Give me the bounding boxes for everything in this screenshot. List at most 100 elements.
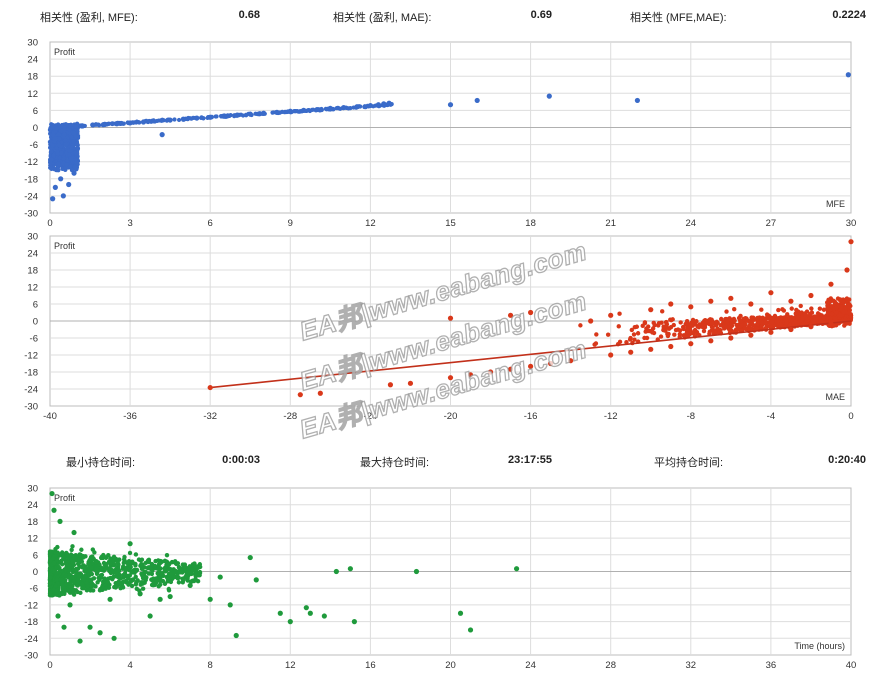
scatter-point (74, 167, 79, 172)
scatter-point (838, 304, 844, 310)
scatter-point (217, 574, 223, 580)
x-tick-label: -12 (604, 411, 618, 422)
scatter-point (56, 142, 62, 148)
scatter-point (48, 558, 53, 564)
scatter-point (58, 558, 64, 564)
x-axis-title: MAE (825, 392, 845, 402)
scatter-point (688, 341, 694, 347)
scatter-point (829, 304, 834, 309)
scatter-point (48, 165, 53, 170)
scatter-point (157, 568, 162, 574)
scatter-point (833, 316, 838, 321)
x-axis-title: Time (hours) (794, 641, 845, 651)
x-tick-label: 12 (285, 660, 296, 671)
scatter-point (93, 560, 99, 565)
scatter-point (513, 566, 520, 572)
scatter-point (507, 366, 514, 372)
x-tick-label: -8 (687, 411, 695, 422)
scatter-point (196, 573, 202, 578)
scatter-point (57, 518, 63, 525)
scatter-point (834, 310, 839, 315)
scatter-point (225, 114, 230, 119)
scatter-point (710, 325, 715, 330)
y-tick-label: 30 (27, 38, 38, 49)
scatter-point (55, 161, 61, 168)
scatter-point (721, 319, 726, 325)
scatter-point (628, 335, 633, 341)
x-tick-label: -24 (364, 411, 378, 422)
x-tick-label: 16 (365, 660, 376, 671)
y-axis-title: Profit (54, 47, 76, 57)
scatter-point (114, 121, 120, 127)
scatter-point (117, 581, 123, 586)
y-tick-label: 0 (33, 123, 38, 134)
scatter-point (701, 321, 707, 326)
scatter-point (176, 580, 182, 585)
scatter-point (167, 117, 173, 123)
scatter-point (319, 106, 324, 112)
scatter-point (701, 328, 707, 334)
scatter-point (54, 125, 59, 131)
scatter-point (467, 372, 474, 378)
scatter-point (593, 341, 599, 346)
scatter-point (137, 591, 143, 597)
x-tick-label: 24 (686, 218, 697, 229)
scatter-point (787, 315, 792, 320)
scatter-point (120, 564, 126, 569)
scatter-point (447, 315, 454, 321)
x-tick-label: 24 (525, 660, 536, 671)
scatter-point (387, 382, 394, 388)
y-tick-label: -12 (24, 600, 38, 611)
scatter-point (70, 583, 75, 589)
scatter-point (700, 324, 705, 330)
scatter-point (184, 575, 189, 580)
scatter-point (82, 573, 88, 578)
scatter-point (334, 106, 339, 111)
min-hold-label: 最小持仓时间: (66, 457, 136, 469)
scatter-point (63, 122, 69, 127)
scatter-point (694, 319, 699, 324)
scatter-point (75, 583, 80, 588)
scatter-point (190, 567, 196, 573)
scatter-point (131, 568, 136, 573)
scatter-point (297, 392, 303, 398)
x-tick-label: 9 (288, 218, 293, 229)
scatter-point (81, 586, 86, 591)
scatter-point (139, 580, 144, 585)
scatter-point (842, 309, 847, 315)
y-tick-label: -18 (24, 617, 38, 628)
scatter-point (754, 326, 760, 331)
scatter-point (732, 318, 737, 323)
scatter-point (795, 315, 801, 320)
scatter-point (90, 588, 96, 593)
scatter-point (546, 93, 552, 99)
y-tick-label: -18 (24, 368, 38, 379)
scatter-point (156, 577, 161, 583)
scatter-point (90, 122, 96, 128)
scatter-point (309, 107, 315, 112)
scatter-point (143, 569, 148, 575)
scatter-point (151, 119, 156, 124)
scatter-point (121, 121, 126, 126)
scatter-point (677, 328, 683, 333)
scatter-point (233, 632, 239, 639)
scatter-point (166, 562, 172, 567)
scatter-point (648, 346, 654, 352)
scatter-point (87, 561, 92, 566)
y-tick-label: 24 (27, 55, 38, 66)
x-tick-label: 30 (846, 218, 857, 229)
scatter-point (98, 586, 103, 592)
scatter-point (507, 312, 514, 318)
scatter-point (90, 554, 95, 559)
x-tick-label: 18 (525, 218, 536, 229)
scatter-point (759, 320, 764, 326)
scatter-point (751, 323, 756, 328)
scatter-point (568, 358, 574, 364)
scatter-point (817, 306, 823, 311)
scatter-point (97, 630, 103, 636)
scatter-point (833, 305, 839, 311)
y-tick-label: 6 (33, 550, 38, 561)
scatter-point (844, 298, 850, 303)
scatter-point (140, 586, 146, 591)
scatter-point (760, 315, 765, 321)
